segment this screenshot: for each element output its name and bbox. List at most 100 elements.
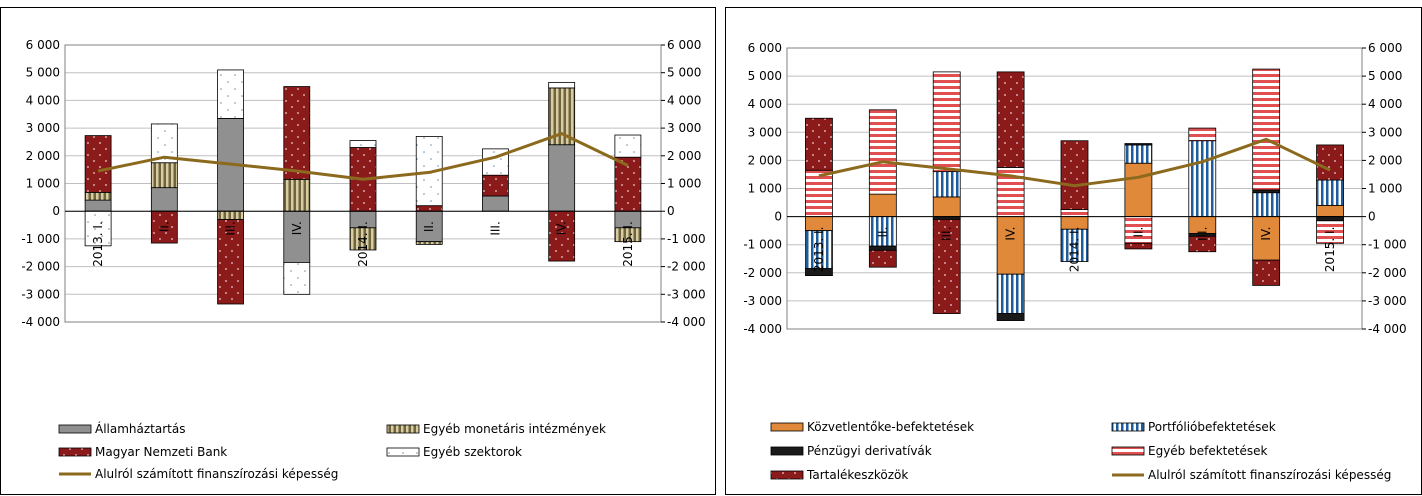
chart-left: 6 000 5 000 4 000 3 000 2 000 1 000 0 -1 000 -2 … [21, 38, 706, 481]
bar-mnb [482, 174, 509, 197]
legend-swatch-egyeb_szektor [386, 447, 420, 457]
y-axis-left: 6 000 5 000 4 000 3 000 2 000 1 000 0 -1 000 -2 … [21, 38, 60, 329]
y-tick-label-left: -4 000 [743, 322, 782, 336]
bar-egyeb_monetaris [84, 191, 112, 201]
bar-egyeb_monetaris [614, 227, 642, 243]
bar-egyeb_befekt [1124, 216, 1153, 244]
chart-right-panel: 6 000 5 000 4 000 3 000 2 000 1 000 0 -1 000 -2 … [725, 7, 1422, 495]
y-tick-label-left: 0 [774, 210, 782, 224]
bar-allam [150, 187, 178, 212]
y-tick-label-right: 3 000 [1368, 125, 1402, 139]
y-axis-left: 6 000 5 000 4 000 3 000 2 000 1 000 0 -1 000 -2 … [743, 41, 782, 336]
y-axis-right: 6 000 5 000 4 000 3 000 2 000 1 000 0 -1 000 -2 … [661, 38, 706, 329]
bar-egyeb_befekt [932, 71, 961, 173]
bar-egyeb_monetaris [217, 210, 244, 220]
bar-egyeb_befekt [868, 109, 897, 195]
y-tick-label-right: 2 000 [667, 149, 701, 163]
bar-mnb [283, 86, 311, 180]
y-tick-label-left: -1 000 [21, 232, 60, 246]
bar-egyeb_szektor [614, 134, 642, 158]
x-tick-label: 2013. I. [812, 227, 826, 273]
y-tick-label-right: -4 000 [1368, 322, 1407, 336]
bar-kozvetlen [1316, 204, 1344, 218]
y-tick-label-right: -2 000 [1368, 266, 1407, 280]
bar-kozvetlen [996, 216, 1025, 275]
y-tick-label-right: -2 000 [667, 260, 706, 274]
bar-egyeb_szektor [84, 210, 112, 247]
bar-derivativ [805, 268, 833, 277]
legend: Közvetlentőke-befektetések Portfólióbefek… [770, 420, 1391, 482]
bar-kozvetlen [932, 196, 961, 217]
y-tick-label-right: 1 000 [667, 177, 701, 191]
legend-label-allam: Államháztartás [95, 421, 185, 436]
x-tick-label: II. [876, 227, 890, 238]
bar-egyeb_monetaris [283, 178, 311, 212]
bar-tartalek [868, 249, 897, 268]
y-tick-label-right: 1 000 [1368, 182, 1402, 196]
chart-left-panel: 6 000 5 000 4 000 3 000 2 000 1 000 0 -1 000 -2 … [0, 7, 716, 495]
y-tick-label-right: -1 000 [667, 232, 706, 246]
bar-portfolio [932, 171, 961, 198]
x-tick-label: IV. [290, 221, 304, 235]
y-tick-label-left: 2 000 [26, 149, 60, 163]
y-tick-label-right: -4 000 [667, 315, 706, 329]
y-tick-label-right: 0 [1368, 210, 1376, 224]
y-tick-label-left: 6 000 [748, 41, 782, 55]
bar-tartalek [1124, 242, 1153, 250]
legend-swatch-mnb [58, 447, 92, 457]
y-tick-label-right: -1 000 [1368, 238, 1407, 252]
x-tick-label: 2014. I. [1068, 227, 1082, 273]
y-tick-label-left: -3 000 [743, 294, 782, 308]
y-tick-label-right: 6 000 [1368, 41, 1402, 55]
y-tick-label-right: 4 000 [667, 93, 701, 107]
legend-label-egyeb_szektor: Egyéb szektorok [423, 445, 522, 459]
legend-label-derivativ: Pénzügyi derivatívák [807, 444, 932, 458]
bar-tartalek [1188, 235, 1217, 253]
bar-allam [548, 144, 576, 212]
bar-mnb [217, 219, 244, 305]
bar-portfolio [1188, 140, 1217, 217]
bars [805, 68, 1344, 321]
y-tick-label-right: 0 [667, 204, 675, 218]
x-axis: 2013. I. II. III. IV. 2014. I. II. III. IV. 2015… [812, 227, 1337, 273]
bar-kozvetlen [868, 193, 897, 217]
bar-derivativ [1124, 143, 1153, 146]
x-tick-label: III. [1195, 227, 1209, 241]
bar-egyeb_szektor [217, 69, 244, 119]
y-tick-label-left: 5 000 [26, 66, 60, 80]
bar-mnb [548, 210, 576, 262]
y-tick-label-left: 4 000 [26, 93, 60, 107]
x-tick-label: 2015. I. [621, 221, 635, 267]
chart-right: 6 000 5 000 4 000 3 000 2 000 1 000 0 -1 000 -2 … [743, 41, 1407, 482]
bar-egyeb_befekt [1316, 220, 1344, 244]
y-tick-label-right: -3 000 [1368, 294, 1407, 308]
bar-egyeb_monetaris [415, 241, 443, 245]
legend-label-kozvetlen: Közvetlentőke-befektetések [807, 420, 974, 434]
bar-portfolio [1316, 179, 1344, 206]
bar-tartalek [1316, 144, 1344, 181]
bar-mnb [614, 156, 642, 212]
bar-egyeb_befekt [1252, 68, 1281, 191]
x-tick-label: IV. [1004, 227, 1018, 241]
y-tick-label-right: 5 000 [1368, 69, 1402, 83]
bar-allam [482, 195, 509, 212]
bar-derivativ [1252, 189, 1281, 194]
x-tick-label: IV. [1259, 227, 1273, 241]
bars [84, 69, 642, 305]
legend-swatch-derivativ [770, 446, 804, 456]
legend-swatch-tartalek [770, 470, 804, 480]
bar-tartalek [805, 117, 833, 171]
bar-allam [84, 199, 112, 212]
legend: Államháztartás Egyéb monetáris intézménye… [58, 421, 606, 481]
bar-portfolio [996, 273, 1025, 314]
x-tick-label: III. [488, 221, 502, 235]
bar-portfolio [1252, 192, 1281, 217]
legend-label-line: Alulról számított finanszírozási képessé… [95, 467, 338, 481]
x-tick-label: III. [940, 227, 954, 241]
y-tick-label-right: 3 000 [667, 121, 701, 135]
y-tick-label-left: -2 000 [21, 260, 60, 274]
y-tick-label-left: 4 000 [748, 97, 782, 111]
bar-tartalek [996, 71, 1025, 168]
bar-egyeb_befekt [1060, 209, 1089, 217]
bar-tartalek [1252, 259, 1281, 286]
